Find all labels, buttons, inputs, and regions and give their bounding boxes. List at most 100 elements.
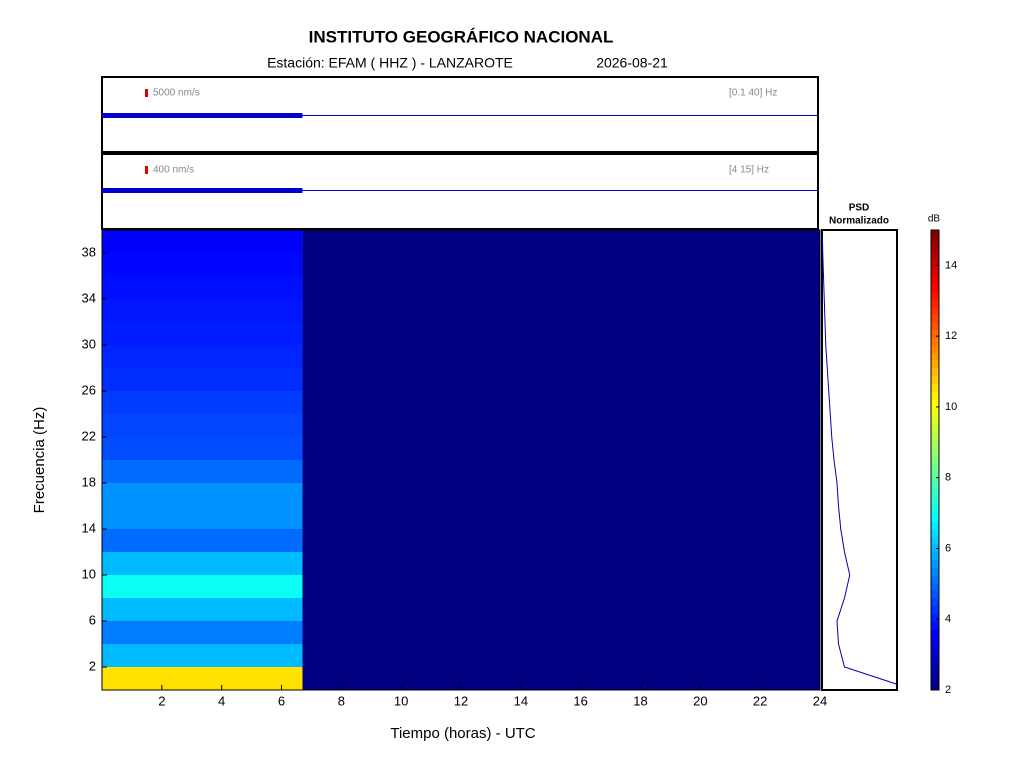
colorbar-label: dB bbox=[928, 214, 941, 225]
spectrogram-cell bbox=[102, 437, 303, 460]
spectrogram-cell bbox=[102, 621, 303, 644]
x-axis-label: Tiempo (horas) - UTC bbox=[390, 725, 535, 742]
colorbar-step bbox=[931, 375, 939, 384]
no-data-region bbox=[302, 230, 821, 690]
y-tick-label: 34 bbox=[82, 290, 96, 305]
colorbar-step bbox=[931, 444, 939, 453]
spectrogram-cell bbox=[102, 506, 303, 529]
colorbar-step bbox=[931, 391, 939, 400]
colorbar-step bbox=[931, 283, 939, 292]
scale-label: 400 nm/s bbox=[153, 165, 194, 176]
trace-signal bbox=[102, 113, 303, 118]
colorbar-step bbox=[931, 644, 939, 653]
spectrogram-cell bbox=[102, 460, 303, 483]
colorbar-step bbox=[931, 674, 939, 683]
scale-bar bbox=[145, 89, 148, 97]
colorbar-step bbox=[931, 567, 939, 576]
y-tick-label: 2 bbox=[89, 658, 96, 673]
colorbar-step bbox=[931, 237, 939, 246]
x-tick-label: 20 bbox=[693, 693, 707, 708]
y-tick-label: 18 bbox=[82, 474, 96, 489]
spectrogram-cell bbox=[102, 253, 303, 276]
colorbar-step bbox=[931, 659, 939, 668]
x-tick-label: 18 bbox=[633, 693, 647, 708]
colorbar-step bbox=[931, 621, 939, 630]
colorbar-step bbox=[931, 260, 939, 269]
y-axis-label: Frecuencia (Hz) bbox=[31, 407, 48, 514]
colorbar-step bbox=[931, 452, 939, 461]
x-tick-label: 8 bbox=[338, 693, 345, 708]
x-tick-label: 14 bbox=[514, 693, 528, 708]
colorbar-step bbox=[931, 329, 939, 338]
colorbar-step bbox=[931, 276, 939, 285]
subtitle: Estación: EFAM ( HHZ ) - LANZAROTE bbox=[267, 55, 513, 71]
spectrogram-cell bbox=[102, 368, 303, 391]
colorbar-step bbox=[931, 513, 939, 522]
colorbar-step bbox=[931, 598, 939, 607]
colorbar-step bbox=[931, 414, 939, 423]
spectrogram-cell bbox=[102, 276, 303, 299]
colorbar-step bbox=[931, 253, 939, 262]
colorbar-step bbox=[931, 322, 939, 331]
colorbar-step bbox=[931, 490, 939, 499]
colorbar-step bbox=[931, 636, 939, 645]
colorbar-tick-label: 12 bbox=[945, 330, 957, 342]
colorbar-step bbox=[931, 368, 939, 377]
psd-title: PSD bbox=[849, 203, 870, 214]
colorbar-tick-label: 14 bbox=[945, 259, 957, 271]
colorbar-step bbox=[931, 667, 939, 676]
colorbar-step bbox=[931, 521, 939, 530]
band-label: [0.1 40] Hz bbox=[729, 88, 777, 99]
colorbar-frame bbox=[930, 229, 940, 691]
colorbar-step bbox=[931, 651, 939, 660]
date: 2026-08-21 bbox=[596, 55, 668, 71]
spectrogram-cell bbox=[102, 414, 303, 437]
colorbar-step bbox=[931, 628, 939, 637]
spectrogram-cell bbox=[102, 345, 303, 368]
colorbar-step bbox=[931, 268, 939, 277]
y-tick-label: 6 bbox=[89, 612, 96, 627]
colorbar-step bbox=[931, 544, 939, 553]
y-tick-label: 22 bbox=[82, 428, 96, 443]
colorbar-step bbox=[931, 575, 939, 584]
colorbar-tick-label: 8 bbox=[945, 472, 951, 484]
colorbar-step bbox=[931, 590, 939, 599]
colorbar-step bbox=[931, 306, 939, 315]
x-tick-label: 4 bbox=[218, 693, 225, 708]
colorbar-step bbox=[931, 337, 939, 346]
colorbar-step bbox=[931, 383, 939, 392]
spectrogram-cell bbox=[102, 644, 303, 667]
spectrogram-cell bbox=[102, 322, 303, 345]
colorbar-step bbox=[931, 291, 939, 300]
x-tick-label: 10 bbox=[394, 693, 408, 708]
chart-title: INSTITUTO GEOGRÁFICO NACIONAL bbox=[309, 27, 614, 46]
spectrogram-cell bbox=[102, 575, 303, 598]
spectrogram-cell bbox=[102, 667, 303, 690]
spectrogram-cell bbox=[102, 529, 303, 552]
colorbar-step bbox=[931, 345, 939, 354]
psd-subtitle: Normalizado bbox=[829, 216, 889, 227]
colorbar-step bbox=[931, 299, 939, 308]
psd-frame bbox=[821, 229, 898, 691]
colorbar-step bbox=[931, 360, 939, 369]
colorbar-step bbox=[931, 421, 939, 430]
x-tick-label: 16 bbox=[573, 693, 587, 708]
trace-signal bbox=[102, 188, 303, 193]
colorbar-tick-label: 4 bbox=[945, 613, 951, 625]
colorbar-step bbox=[931, 536, 939, 545]
colorbar-step bbox=[931, 437, 939, 446]
x-tick-label: 6 bbox=[278, 693, 285, 708]
colorbar-step bbox=[931, 613, 939, 622]
colorbar-step bbox=[931, 475, 939, 484]
colorbar-step bbox=[931, 506, 939, 515]
scale-label: 5000 nm/s bbox=[153, 88, 200, 99]
spectrogram-cell bbox=[102, 598, 303, 621]
y-tick-label: 38 bbox=[82, 244, 96, 259]
colorbar-step bbox=[931, 529, 939, 538]
colorbar-step bbox=[931, 552, 939, 561]
y-tick-label: 10 bbox=[82, 566, 96, 581]
y-tick-label: 30 bbox=[82, 336, 96, 351]
colorbar-step bbox=[931, 314, 939, 323]
colorbar-step bbox=[931, 559, 939, 568]
